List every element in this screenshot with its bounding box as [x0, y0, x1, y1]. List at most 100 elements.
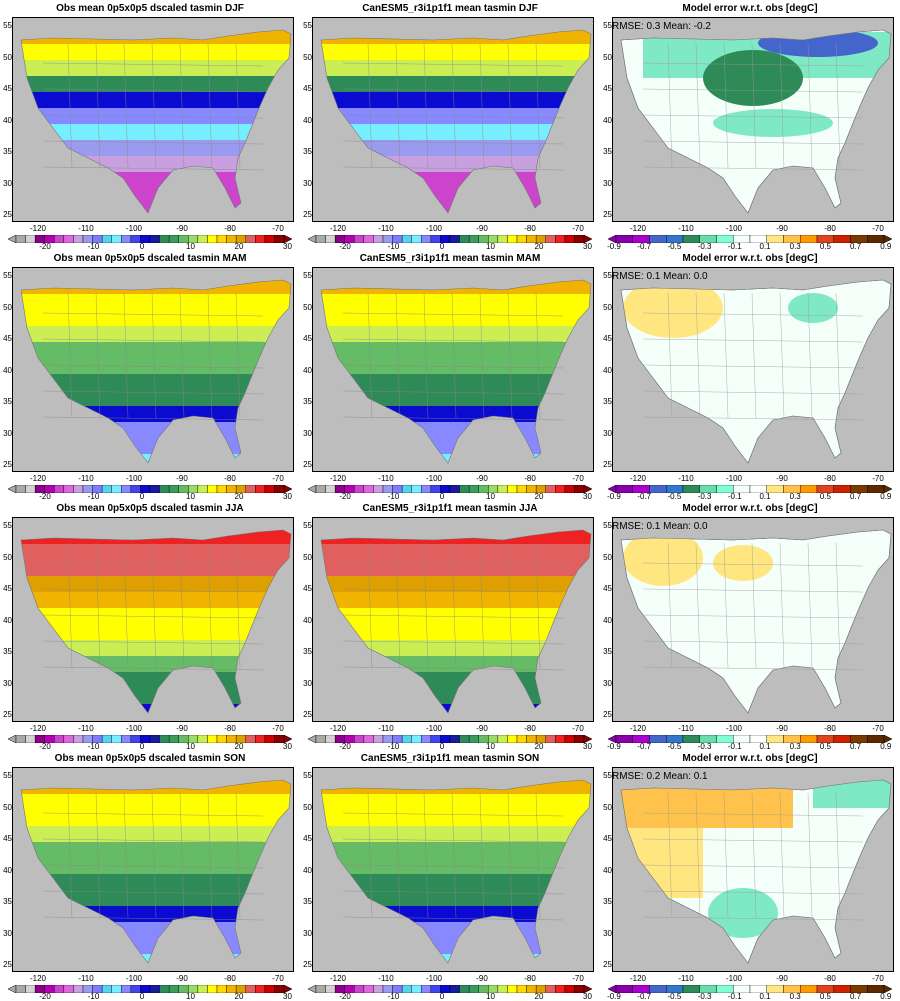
colorbar-label: -10	[387, 992, 400, 1001]
panel-title: Model error w.r.t. obs [degC]	[682, 253, 818, 264]
colorbar-label: 0	[439, 492, 445, 501]
colorbar-swatch	[363, 485, 374, 493]
lon-tick: -100	[425, 974, 442, 983]
colorbar-max-arrow	[283, 735, 292, 743]
temp-band	[321, 280, 591, 295]
colorbar-label: 0.9	[880, 992, 892, 1001]
lon-tick: -90	[176, 974, 188, 983]
colorbar-label: 0.3	[789, 492, 801, 501]
temp-band	[21, 390, 291, 407]
temp-band	[21, 672, 291, 689]
lat-tick: 45	[603, 584, 612, 593]
map-area	[612, 767, 894, 972]
colorbar-label: -0.1	[727, 242, 742, 251]
lon-tick: -110	[378, 224, 394, 233]
obs-panel-son: Obs mean 0p5x0p5 dscaled tasmin SON 55 50 4…	[0, 750, 300, 1001]
lat-tick: 55	[603, 21, 612, 30]
colorbar-min-arrow	[8, 485, 17, 493]
lat-tick: 25	[603, 710, 612, 719]
colorbar-label: 20	[534, 992, 544, 1001]
lat-tick: 35	[603, 397, 612, 406]
panel-title: CanESM5_r3i1p1f1 mean tasmin JJA	[362, 503, 538, 514]
error-patch	[788, 293, 838, 323]
lon-tick: -110	[678, 224, 694, 233]
temp-band	[21, 560, 291, 577]
lon-tick: -80	[224, 724, 236, 733]
lon-tick: -100	[125, 474, 142, 483]
colorbar-label: 0.3	[789, 242, 801, 251]
temp-band	[321, 688, 591, 705]
lat-tick: 45	[303, 834, 312, 843]
lon-tick: -90	[776, 724, 788, 733]
colorbar-swatch	[315, 735, 326, 743]
temp-band	[321, 780, 591, 795]
model-panel-jja: CanESM5_r3i1p1f1 mean tasmin JJA 55 50 45 40…	[300, 500, 600, 751]
colorbar-swatch	[216, 235, 227, 243]
lon-tick: -70	[272, 974, 284, 983]
lat-tick: 35	[603, 897, 612, 906]
colorbar-label: 0.1	[759, 992, 771, 1001]
colorbar-swatch	[459, 735, 470, 743]
lat-tick: 25	[3, 210, 12, 219]
colorbar-label: 10	[486, 742, 495, 751]
lon-tick: -100	[725, 224, 742, 233]
map-area	[612, 17, 894, 222]
temp-band	[321, 704, 591, 713]
colorbar-swatch	[564, 235, 575, 243]
colorbar-swatch	[63, 485, 74, 493]
colorbar	[8, 735, 292, 743]
temp-band	[21, 874, 291, 891]
colorbar-swatch	[315, 235, 326, 243]
lon-tick: -110	[378, 974, 394, 983]
lon-tick: -80	[224, 224, 236, 233]
colorbar-label: 0	[439, 242, 445, 251]
colorbar-swatch	[459, 485, 470, 493]
lon-tick: -120	[29, 474, 46, 483]
lat-tick: 40	[603, 115, 612, 125]
colorbar-swatch	[168, 235, 179, 243]
colorbar-label: 0.3	[789, 742, 801, 751]
temp-band	[321, 672, 591, 689]
colorbar-label: 10	[186, 492, 195, 501]
colorbar-label: 30	[283, 992, 292, 1001]
colorbar-swatch	[459, 235, 470, 243]
temp-band	[21, 780, 291, 795]
colorbar	[8, 235, 292, 243]
error-stats: RMSE: 0.2 Mean: 0.1	[612, 771, 708, 782]
colorbar-swatch	[255, 485, 266, 493]
error-patch	[623, 530, 703, 586]
lon-tick: -70	[872, 474, 884, 483]
lat-tick: 40	[603, 615, 612, 625]
colorbar-swatch	[207, 985, 218, 993]
lon-tick: -80	[224, 974, 236, 983]
lat-tick: 25	[303, 210, 312, 219]
temp-band	[21, 438, 291, 455]
lat-tick: 45	[603, 334, 612, 343]
colorbar-label: 0.9	[880, 492, 892, 501]
colorbar-max-arrow	[883, 985, 892, 993]
lon-tick: -100	[125, 724, 142, 733]
colorbar-label: -0.9	[607, 492, 621, 501]
lat-tick: 30	[603, 428, 612, 438]
colorbar-max-arrow	[883, 235, 892, 243]
colorbar-label: 30	[583, 742, 592, 751]
lon-tick: -120	[329, 474, 346, 483]
colorbar-label: 0.1	[759, 742, 771, 751]
colorbar-swatch	[15, 485, 26, 493]
lon-tick: -70	[572, 224, 584, 233]
temp-band	[321, 954, 591, 963]
map-area	[12, 517, 294, 722]
colorbar-swatch	[207, 735, 218, 743]
temp-band	[21, 310, 291, 327]
colorbar-swatch	[264, 735, 275, 743]
temp-band	[321, 842, 591, 859]
temp-band	[321, 204, 591, 213]
temp-band	[321, 530, 591, 545]
colorbar-label: -20	[339, 992, 351, 1001]
colorbar-swatch	[264, 985, 275, 993]
lat-tick: 35	[3, 647, 12, 656]
lat-tick: 25	[603, 960, 612, 969]
colorbar-swatch	[15, 235, 26, 243]
temp-band	[21, 44, 291, 61]
temp-band	[21, 140, 291, 157]
